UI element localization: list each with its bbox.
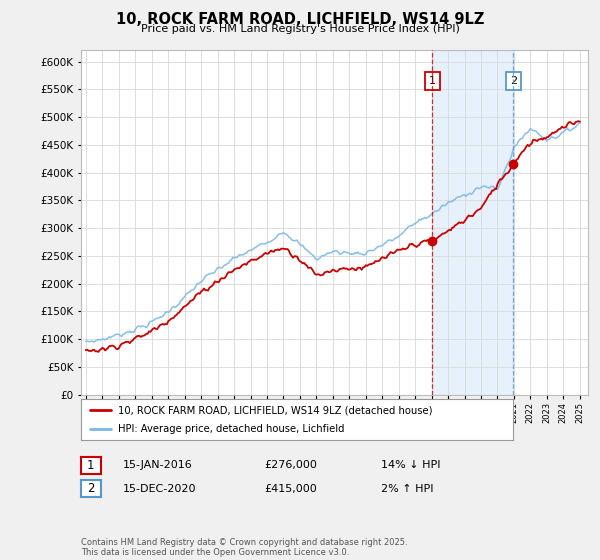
Text: HPI: Average price, detached house, Lichfield: HPI: Average price, detached house, Lich… [118,424,344,433]
Text: 1: 1 [429,76,436,86]
Text: 2: 2 [87,482,95,496]
Text: 15-DEC-2020: 15-DEC-2020 [123,484,197,494]
Text: 15-JAN-2016: 15-JAN-2016 [123,460,193,470]
Text: 1: 1 [87,459,95,472]
Text: £415,000: £415,000 [264,484,317,494]
Text: 10, ROCK FARM ROAD, LICHFIELD, WS14 9LZ (detached house): 10, ROCK FARM ROAD, LICHFIELD, WS14 9LZ … [118,405,432,415]
Text: 2% ↑ HPI: 2% ↑ HPI [381,484,433,494]
Text: 14% ↓ HPI: 14% ↓ HPI [381,460,440,470]
Bar [432,50,513,395]
Text: 10, ROCK FARM ROAD, LICHFIELD, WS14 9LZ: 10, ROCK FARM ROAD, LICHFIELD, WS14 9LZ [116,12,484,27]
Text: Price paid vs. HM Land Registry's House Price Index (HPI): Price paid vs. HM Land Registry's House … [140,24,460,34]
Text: 2: 2 [510,76,517,86]
Text: Contains HM Land Registry data © Crown copyright and database right 2025.
This d: Contains HM Land Registry data © Crown c… [81,538,407,557]
Text: £276,000: £276,000 [264,460,317,470]
